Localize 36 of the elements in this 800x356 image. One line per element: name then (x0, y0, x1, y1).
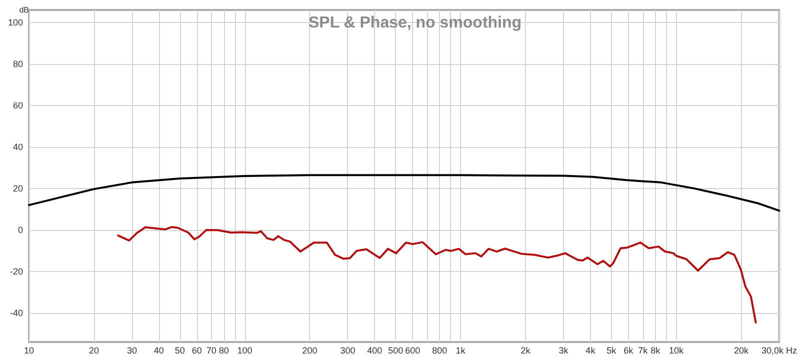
x-tick-label: 400 (367, 346, 382, 356)
x-tick-label: 40 (154, 346, 164, 356)
x-tick-label: 70 (206, 346, 216, 356)
x-tick-label: 1k (456, 346, 466, 356)
y-tick-label: 0 (18, 224, 23, 235)
x-tick-label: 30,0k Hz (761, 346, 798, 356)
x-tick-label: 10k (669, 346, 684, 356)
x-tick-label: 80 (218, 346, 229, 356)
x-tick-label: 50 (174, 346, 185, 356)
x-tick-label: 200 (302, 346, 318, 356)
y-tick-label: 100 (8, 17, 23, 28)
x-tick-label: 2k (520, 346, 531, 356)
x-tick-label: 20 (88, 346, 99, 356)
y-tick-label: 60 (12, 100, 23, 110)
x-tick-label: 7k (638, 346, 648, 356)
x-tick-label: 10 (24, 346, 34, 356)
y-tick-label: -20 (10, 266, 23, 276)
y-tick-label: 80 (12, 58, 23, 69)
y-tick-label: 40 (12, 142, 23, 152)
x-tick-label: 20k (734, 346, 749, 356)
x-tick-label: 6k (624, 346, 634, 356)
x-tick-label: 60 (192, 346, 202, 356)
x-tick-label: 5k (606, 346, 617, 356)
x-tick-label: 300 (340, 346, 356, 356)
x-tick-label: 4k (586, 346, 596, 356)
x-tick-label: 800 (432, 346, 448, 356)
y-tick-label: 20 (12, 183, 23, 194)
chart-title: SPL & Phase, no smoothing (308, 14, 522, 32)
x-tick-label: 100 (237, 346, 252, 356)
y-axis-title: dB (19, 6, 29, 14)
x-tick-label: 3k (558, 346, 569, 356)
x-tick-label: 30 (126, 346, 137, 356)
x-tick-label: 600 (405, 346, 420, 356)
y-tick-label: -40 (10, 308, 23, 318)
x-tick-label: 8k (650, 346, 661, 356)
x-tick-label: 500 (388, 346, 404, 356)
